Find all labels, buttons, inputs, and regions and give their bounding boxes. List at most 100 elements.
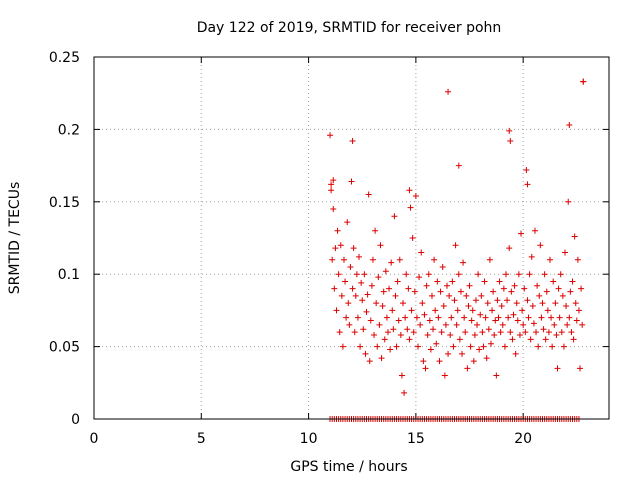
data-point (423, 282, 430, 289)
data-point (352, 292, 359, 299)
data-point (431, 256, 438, 263)
data-point (412, 193, 419, 200)
data-point (328, 187, 335, 194)
data-point (461, 314, 468, 321)
data-point (363, 308, 370, 315)
data-point (567, 288, 574, 295)
data-point (438, 329, 445, 336)
data-point (539, 300, 546, 307)
data-point (343, 314, 350, 321)
data-point (535, 343, 542, 350)
data-point (373, 300, 380, 307)
data-point (389, 307, 396, 314)
data-point (534, 282, 541, 289)
data-point (327, 132, 334, 139)
data-point (443, 282, 450, 289)
data-point (369, 256, 376, 263)
data-point (368, 282, 375, 289)
data-point (548, 314, 555, 321)
data-point (434, 278, 441, 285)
data-point (464, 365, 471, 372)
data-point (543, 288, 550, 295)
data-point (560, 343, 567, 350)
data-point (451, 297, 458, 304)
data-point (381, 336, 388, 343)
data-point (350, 245, 357, 252)
data-point (505, 314, 512, 321)
data-point (339, 343, 346, 350)
data-point (331, 285, 338, 292)
data-point (459, 350, 466, 357)
data-point (357, 343, 364, 350)
data-point (497, 329, 504, 336)
data-point (566, 314, 573, 321)
data-point (347, 263, 354, 270)
data-point (524, 297, 531, 304)
data-point (478, 292, 485, 299)
data-point (454, 307, 461, 314)
data-point (424, 332, 431, 339)
data-point (386, 285, 393, 292)
data-point (335, 271, 342, 278)
data-point (349, 137, 356, 144)
data-point (563, 303, 570, 310)
data-point (338, 292, 345, 299)
data-point (483, 355, 490, 362)
data-point (468, 317, 475, 324)
data-point (482, 314, 489, 321)
data-point (427, 346, 434, 353)
data-point (489, 307, 496, 314)
data-point (504, 297, 511, 304)
data-point (515, 271, 522, 278)
x-tick-label: 15 (407, 431, 425, 447)
data-point (556, 314, 563, 321)
data-point (413, 314, 420, 321)
data-point (406, 336, 413, 343)
data-point (569, 278, 576, 285)
x-tick-label: 10 (300, 431, 318, 447)
data-point (336, 329, 343, 336)
data-point (354, 314, 361, 321)
data-point (580, 78, 587, 85)
data-point (334, 227, 341, 234)
data-point (554, 365, 561, 372)
axis-ticks: 0 5 10 15 20 0 0.05 0.1 0.15 0.2 0.25 (49, 50, 609, 447)
data-point (349, 285, 356, 292)
data-point (395, 317, 402, 324)
data-point (397, 332, 404, 339)
data-point (346, 321, 353, 328)
grid-lines (94, 57, 609, 419)
data-point (519, 307, 526, 314)
data-point (426, 317, 433, 324)
data-point (486, 256, 493, 263)
data-point (356, 253, 363, 260)
data-point (329, 256, 336, 263)
data-point (406, 187, 413, 194)
data-point (524, 181, 531, 188)
y-axis-label: SRMTID / TECUs (7, 182, 23, 295)
data-point (506, 127, 513, 134)
data-point (420, 358, 427, 365)
x-axis-label: GPS time / hours (290, 459, 407, 475)
data-point (516, 332, 523, 339)
data-point (400, 300, 406, 307)
data-point (485, 326, 492, 333)
data-point (333, 307, 340, 314)
data-point (418, 249, 425, 256)
data-point (474, 321, 481, 328)
data-point (531, 227, 538, 234)
y-tick-label: 0.15 (49, 195, 80, 211)
data-point (391, 213, 398, 220)
data-point (574, 256, 581, 263)
data-point (579, 321, 586, 328)
data-point (536, 292, 543, 299)
data-point (374, 343, 381, 350)
data-point (511, 282, 518, 289)
data-point (416, 274, 423, 281)
data-point (362, 350, 369, 357)
data-point (528, 253, 535, 260)
data-point (383, 314, 390, 321)
data-point (558, 329, 565, 336)
data-point (530, 320, 537, 327)
data-point (353, 271, 360, 278)
